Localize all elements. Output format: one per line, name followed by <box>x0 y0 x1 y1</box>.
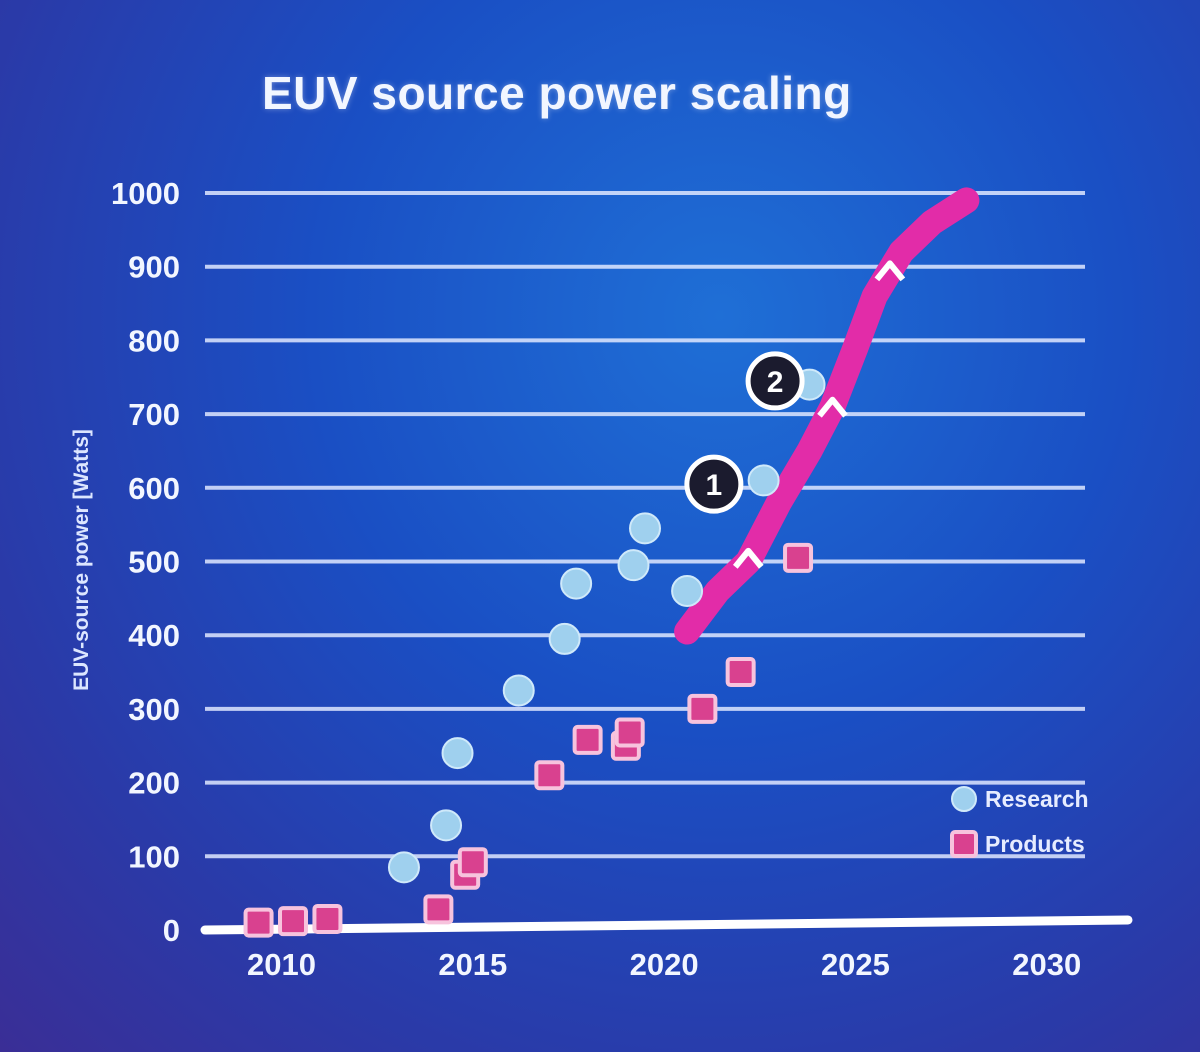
product-point-11 <box>687 693 718 724</box>
y-tick-label-1000: 1000 <box>111 176 180 211</box>
research-point-10 <box>747 464 780 497</box>
research-point-9 <box>671 574 704 607</box>
x-tick-label-2030: 2030 <box>1012 947 1081 982</box>
research-point-8 <box>629 512 661 545</box>
y-tick-label-400: 400 <box>128 618 180 653</box>
y-tick-label-500: 500 <box>128 545 180 580</box>
product-point-12 <box>725 657 756 688</box>
product-point-10 <box>614 717 645 748</box>
legend-label-products: Products <box>985 831 1085 857</box>
y-tick-label-0: 0 <box>163 913 180 948</box>
trend-chevron-3 <box>874 260 906 282</box>
research-point-2 <box>430 809 463 842</box>
x-tick-label-2025: 2025 <box>821 947 890 982</box>
x-tick-label-2020: 2020 <box>630 947 699 982</box>
annotation-number-2: 2 <box>767 366 784 399</box>
research-point-6 <box>560 567 593 600</box>
product-point-4 <box>423 894 454 925</box>
y-tick-label-700: 700 <box>128 397 180 432</box>
legend-research-icon <box>951 786 977 812</box>
product-point-1 <box>243 907 274 938</box>
chart-title: EUV source power scaling <box>262 67 852 119</box>
y-tick-label-300: 300 <box>128 692 180 727</box>
x-tick-label-2010: 2010 <box>247 947 316 982</box>
research-point-4 <box>502 674 535 707</box>
product-point-2 <box>278 906 308 937</box>
y-tick-label-200: 200 <box>128 766 180 801</box>
product-point-3 <box>312 903 343 934</box>
product-point-8 <box>572 724 603 755</box>
y-tick-label-100: 100 <box>128 839 180 874</box>
annotation-number-1: 1 <box>706 469 723 502</box>
research-point-7 <box>617 549 650 582</box>
legend-products-icon <box>950 830 978 858</box>
research-point-1 <box>387 851 420 884</box>
legend-label-research: Research <box>985 786 1089 812</box>
trend-chevron-1 <box>732 547 764 569</box>
x-tick-label-2015: 2015 <box>438 947 507 982</box>
product-point-7 <box>534 760 565 791</box>
y-tick-label-600: 600 <box>128 471 180 506</box>
y-tick-label-900: 900 <box>128 250 180 285</box>
research-point-3 <box>441 737 474 770</box>
annotation-marker-1 <box>684 454 744 514</box>
y-tick-label-800: 800 <box>128 323 180 358</box>
product-point-6 <box>457 847 488 878</box>
annotation-marker-2 <box>745 351 805 411</box>
research-point-5 <box>548 622 581 655</box>
x-axis-line <box>200 915 1133 935</box>
trend-band <box>674 187 980 645</box>
trend-chevron-2 <box>817 396 848 418</box>
product-point-13 <box>783 542 814 573</box>
